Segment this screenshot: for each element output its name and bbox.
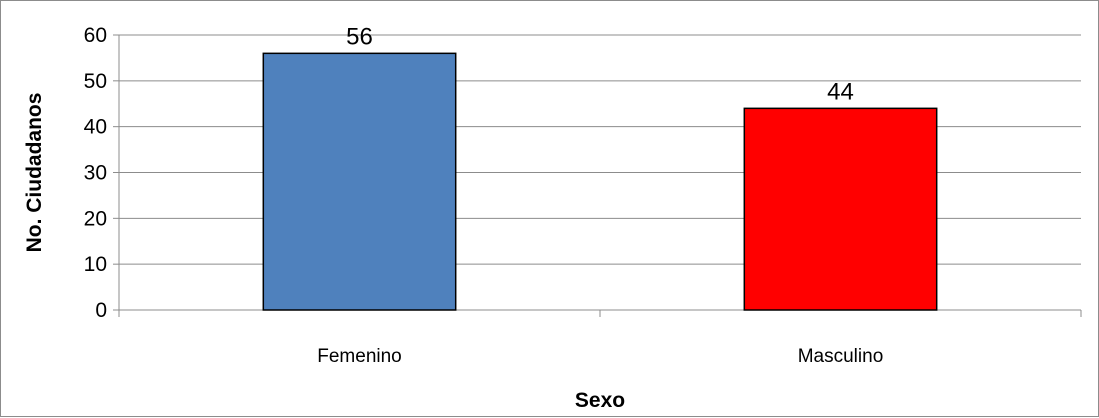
y-tick-label: 10	[84, 253, 107, 276]
x-category-label: Masculino	[798, 346, 884, 367]
y-axis-title: No. Ciudadanos	[23, 93, 46, 253]
y-tick-label: 60	[84, 24, 107, 47]
labels: 0 10 20 30 40 50 60 56 Femenino 44 Masculino	[84, 23, 884, 367]
data-label: 44	[827, 78, 854, 105]
bar-masculino	[743, 107, 938, 311]
bars	[262, 52, 938, 311]
y-tick-label: 20	[84, 207, 107, 230]
y-tick-label: 30	[84, 162, 107, 185]
x-axis-title: Sexo	[575, 389, 625, 412]
y-tick-label: 50	[84, 70, 107, 93]
y-tick-label: 0	[95, 299, 107, 322]
bar-femenino	[262, 52, 457, 311]
data-label: 56	[346, 23, 373, 50]
x-category-label: Femenino	[317, 346, 402, 367]
y-tick-label: 40	[84, 116, 107, 139]
